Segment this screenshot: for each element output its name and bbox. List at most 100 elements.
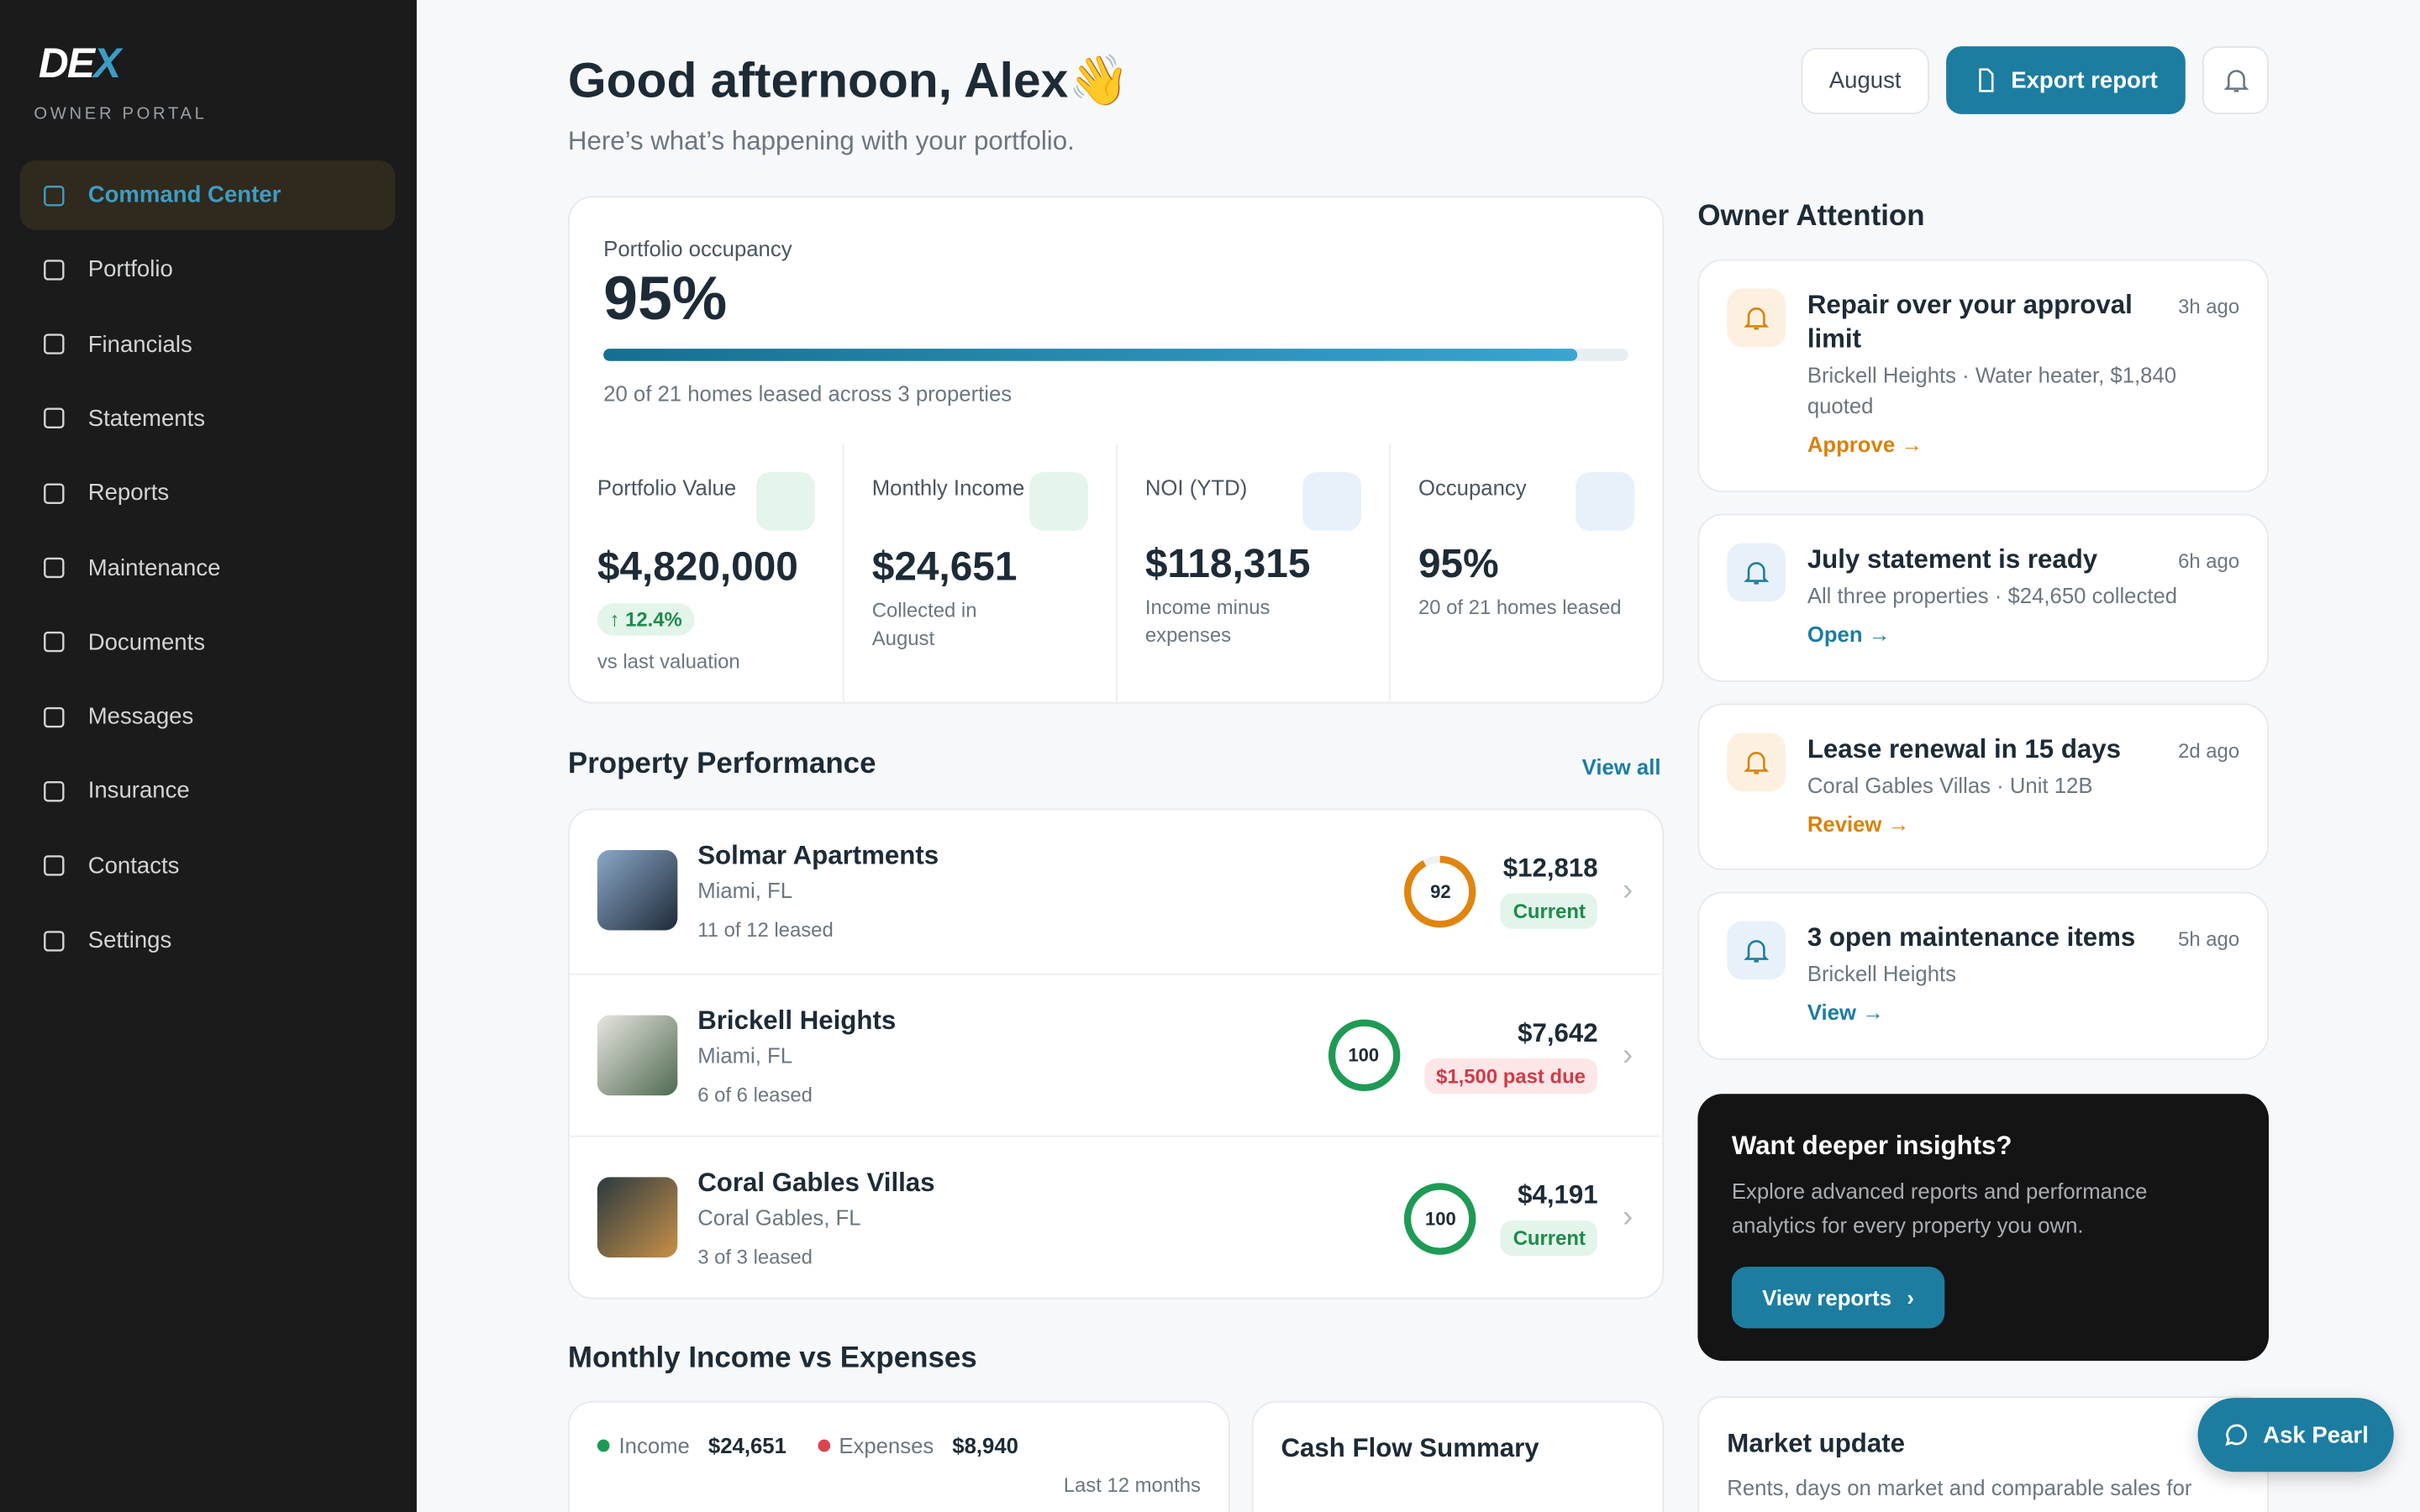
stat-label: Monthly Income xyxy=(871,475,1025,501)
ask-pearl[interactable]: Ask Pearl xyxy=(2197,1398,2394,1473)
attention-action act[interactable]: View → xyxy=(1807,1000,1884,1025)
stat-label: NOI (YTD) xyxy=(1144,475,1248,501)
nav-item[interactable]: Documents xyxy=(20,607,395,677)
score-label: 100 xyxy=(1424,1207,1456,1229)
attention-detail: Brickell Heights · Water heater, $1,840 … xyxy=(1807,362,2177,418)
icon-shape xyxy=(44,706,65,727)
property-location: Miami, FL xyxy=(697,1042,793,1068)
stat-label: Occupancy xyxy=(1418,475,1527,501)
attention-icon xyxy=(1727,543,1786,602)
nav-icon xyxy=(44,333,65,354)
score-label: 92 xyxy=(1430,879,1451,902)
nav-label: Statements xyxy=(87,405,206,433)
attention-action act[interactable]: Review → xyxy=(1807,811,1910,837)
property-leased: 6 of 6 leased xyxy=(697,1082,813,1106)
amount-col: $12,818 Current xyxy=(1500,853,1598,929)
logo-accent: X xyxy=(93,39,121,87)
nav-label: Messages xyxy=(87,703,194,730)
attention-card[interactable]: July statement is ready 6h ago All three p… xyxy=(1697,513,2270,682)
property-name: Solmar Apartments xyxy=(697,841,939,870)
property-row[interactable]: Solmar Apartments Miami, FL 11 of 12 lease… xyxy=(570,810,1661,972)
attention-card[interactable]: Lease renewal in 15 days 2d ago Coral Gabl… xyxy=(1697,703,2270,870)
property-row[interactable]: Coral Gables Villas Coral Gables, FL 3 of … xyxy=(569,1135,1661,1298)
month-select[interactable]: August xyxy=(1801,47,1929,114)
icon-shape xyxy=(44,482,65,504)
status: $1,500 past due xyxy=(1423,1058,1598,1094)
property-name: Brickell Heights xyxy=(697,1005,897,1035)
attention-card[interactable]: Repair over your approval limit 3h ago Bri… xyxy=(1697,259,2270,492)
attention-icon xyxy=(1727,921,1786,980)
nav-item[interactable]: Financials xyxy=(20,309,395,379)
nav-icon xyxy=(44,855,65,876)
export-button[interactable]: Export report xyxy=(1946,46,2186,114)
section-title: Property Performance xyxy=(567,748,876,781)
stat-icon xyxy=(1029,472,1088,531)
section-title: Owner Attention xyxy=(1697,200,1925,234)
property-leased: 3 of 3 leased xyxy=(697,1245,813,1268)
property-photo xyxy=(597,850,678,931)
score: 92 xyxy=(1402,853,1479,930)
stat-icon xyxy=(1302,472,1362,531)
attention-title: Repair over your approval limit xyxy=(1807,290,2133,354)
view-reports[interactable]: View reports › xyxy=(1731,1266,1945,1329)
nav-item[interactable]: Contacts xyxy=(20,831,395,900)
chevron: › xyxy=(1623,1200,1634,1235)
icon-shape xyxy=(44,333,65,354)
period: Last 12 months xyxy=(1063,1473,1201,1497)
property-right: 100 $4,191 Current › xyxy=(1402,1137,1634,1298)
attention-action act[interactable]: Open → xyxy=(1807,622,1891,647)
amount: $7,642 xyxy=(1518,1017,1598,1047)
nav-icon xyxy=(44,259,65,281)
nav-label: Maintenance xyxy=(87,554,221,581)
button-label: View reports xyxy=(1762,1285,1892,1310)
card-title: Want deeper insights? xyxy=(1731,1131,2012,1161)
attention-action act[interactable]: Approve → xyxy=(1807,432,1923,457)
nav-icon xyxy=(44,557,65,579)
property-row[interactable]: Brickell Heights Miami, FL 6 of 6 leased 10… xyxy=(569,973,1661,1137)
property-leased: 11 of 12 leased xyxy=(697,917,834,942)
nav-label: Insurance xyxy=(87,778,190,805)
card-text: Explore advanced reports and performance… xyxy=(1731,1179,2148,1238)
stat: Occupancy 95% 20 of 21 homes leased xyxy=(1389,444,1662,702)
card-title: Market update xyxy=(1727,1428,1905,1458)
nav-item[interactable]: Messages xyxy=(20,682,395,752)
nav-label: Documents xyxy=(87,629,206,656)
property-right: 92 $12,818 Current › xyxy=(1402,810,1633,972)
icon-shape xyxy=(44,930,65,951)
nav-label: Financials xyxy=(87,331,192,358)
nav-icon xyxy=(44,632,65,653)
view-all[interactable]: View all xyxy=(1581,754,1661,780)
ring-value xyxy=(1328,1019,1400,1092)
legend-label: Expenses xyxy=(839,1433,934,1458)
bell-icon xyxy=(2223,70,2249,92)
chat-icon xyxy=(2225,1424,2248,1446)
stat-value: 95% xyxy=(1418,539,1499,586)
nav-item[interactable]: Maintenance xyxy=(20,533,395,603)
income-legend: Income $24,651 Expenses $8,940 xyxy=(597,1433,1018,1458)
amount: $12,818 xyxy=(1502,853,1598,883)
occupancy-track xyxy=(603,349,1628,361)
income-card: Income $24,651 Expenses $8,940 Last 12 m… xyxy=(567,1400,1230,1512)
market-card: Market update Rents, days on market and … xyxy=(1697,1396,2270,1512)
occupancy-card: Portfolio occupancy 95% 20 of 21 homes l… xyxy=(567,196,1665,704)
chevron: › xyxy=(1623,873,1634,908)
occupancy-note: 20 of 21 homes leased across 3 propertie… xyxy=(603,381,1013,407)
icon-shape xyxy=(44,780,65,802)
nav-item[interactable]: Command Center xyxy=(19,160,396,230)
ask-label: Ask Pearl xyxy=(2263,1421,2369,1448)
attention-card[interactable]: 3 open maintenance items 5h ago Brickell H… xyxy=(1697,891,2270,1060)
nav-item[interactable]: Portfolio xyxy=(20,235,395,305)
nav-label: Settings xyxy=(87,927,172,954)
nav-item[interactable]: Reports xyxy=(20,459,395,528)
property-location: Coral Gables, FL xyxy=(697,1205,861,1230)
attention-title: Lease renewal in 15 days xyxy=(1807,734,2121,764)
notifications[interactable] xyxy=(2202,46,2270,114)
bell-shape xyxy=(1744,562,1770,585)
nav-item[interactable]: Statements xyxy=(20,384,395,454)
bell-icon xyxy=(1744,562,1770,585)
file-icon xyxy=(1979,68,1994,92)
nav-item[interactable]: Settings xyxy=(20,906,395,975)
nav-item[interactable]: Insurance xyxy=(20,757,395,827)
